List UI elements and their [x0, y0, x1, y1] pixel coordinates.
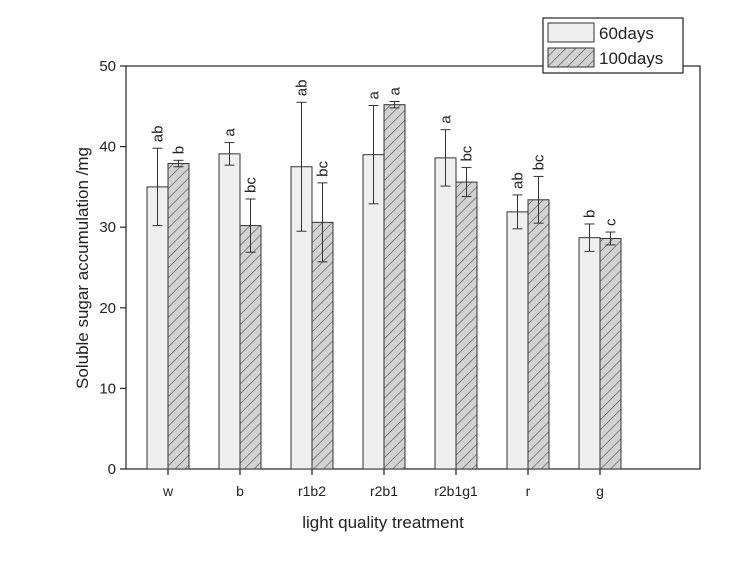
plot-frame	[125, 65, 701, 470]
significance-letter: a	[387, 86, 404, 95]
bar-100days	[383, 104, 406, 470]
y-tick-label: 0	[108, 461, 116, 478]
legend-label: 100days	[599, 49, 663, 68]
x-axis-title: light quality treatment	[302, 513, 464, 532]
bar-60days	[578, 237, 601, 470]
significance-letter: bc	[459, 145, 476, 161]
bar-100days	[599, 237, 622, 470]
bar-60days	[506, 211, 529, 470]
significance-letter: ab	[510, 172, 527, 189]
bar-100days	[167, 163, 190, 470]
x-tick-label: b	[236, 483, 244, 499]
significance-letter: c	[603, 218, 620, 226]
x-tick-label: w	[162, 483, 174, 499]
y-tick-label: 40	[99, 139, 116, 156]
x-tick-label: r1b2	[298, 483, 326, 499]
y-tick-label: 30	[99, 219, 116, 236]
significance-letter: bc	[315, 161, 332, 177]
significance-letter: a	[222, 128, 239, 137]
bar-100days	[239, 225, 262, 470]
legend-label: 60days	[599, 24, 654, 43]
bar-60days	[434, 157, 457, 470]
bar-60days	[146, 186, 169, 470]
significance-letter: bc	[531, 154, 548, 170]
y-axis-title: Soluble sugar accumulation /mg	[73, 147, 92, 389]
bar-100days	[455, 181, 478, 470]
significance-letter: a	[438, 115, 455, 124]
y-tick-label: 20	[99, 300, 116, 317]
significance-letter: b	[171, 146, 188, 154]
significance-letter: ab	[150, 126, 167, 143]
bar-100days	[527, 199, 550, 470]
x-tick-label: r	[526, 483, 531, 499]
y-tick-label: 10	[99, 380, 116, 397]
x-tick-label: g	[596, 483, 604, 499]
y-tick-label: 50	[99, 58, 116, 75]
x-tick-label: r2b1g1	[434, 483, 478, 499]
legend-swatch-60days	[547, 22, 595, 43]
x-tick-label: r2b1	[370, 483, 398, 499]
legend-swatch-100days	[547, 47, 595, 68]
significance-letter: ab	[294, 80, 311, 97]
significance-letter: bc	[243, 177, 260, 193]
bar-60days	[218, 153, 241, 470]
significance-letter: a	[366, 90, 383, 99]
significance-letter: b	[582, 210, 599, 218]
